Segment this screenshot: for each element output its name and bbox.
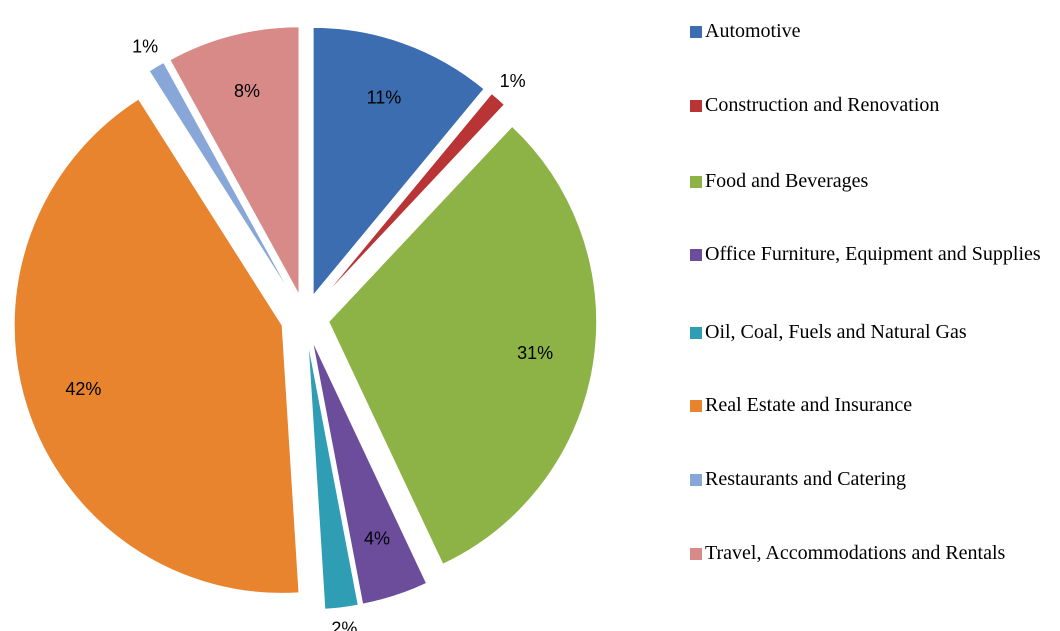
legend-swatch	[690, 100, 702, 112]
chart: 11% 1% 31% 4% 2% 42% 1% 8%	[13, 26, 598, 631]
legend-item: Automotive	[690, 16, 1056, 47]
legend-item: Oil, Coal, Fuels and Natural Gas	[690, 317, 1056, 348]
pie-slice	[307, 341, 359, 610]
legend-swatch	[690, 327, 702, 339]
legend-label: Restaurants and Catering	[705, 468, 907, 490]
legend-label: Automotive	[705, 20, 801, 42]
data-label: 8%	[234, 81, 260, 101]
legend-label: Oil, Coal, Fuels and Natural Gas	[705, 321, 967, 343]
legend-item: Real Estate and Insurance	[690, 390, 1056, 421]
legend-label: Office Furniture, Equipment and Supplies	[705, 243, 1041, 265]
legend-label: Real Estate and Insurance	[705, 394, 913, 416]
legend-item: Travel, Accommodations and Rentals	[690, 538, 1056, 569]
pie-slice	[312, 26, 485, 297]
pie-slice	[169, 26, 300, 295]
legend-item: Restaurants and Catering	[690, 464, 1056, 495]
legend-item: Food and Beverages	[690, 166, 1056, 197]
legend-item: Construction and Renovation	[690, 90, 1056, 121]
legend-swatch	[690, 176, 702, 188]
legend-label: Food and Beverages	[705, 170, 869, 192]
data-label: 4%	[364, 528, 390, 548]
data-label: 11%	[367, 87, 402, 107]
data-label: 2%	[331, 618, 357, 631]
pie-slice	[13, 98, 300, 594]
data-label: 1%	[500, 71, 526, 91]
legend-label: Travel, Accommodations and Rentals	[705, 542, 1006, 564]
data-label: 31%	[517, 343, 553, 363]
legend-swatch	[690, 249, 702, 261]
pie-slice	[328, 125, 598, 565]
legend-swatch	[690, 26, 702, 38]
legend-swatch	[690, 400, 702, 412]
pie-slice	[148, 61, 294, 298]
legend-swatch	[690, 548, 702, 560]
legend-item: Office Furniture, Equipment and Supplies	[690, 239, 1056, 270]
legend-label: Construction and Renovation	[705, 94, 940, 116]
data-label: 1%	[132, 36, 158, 56]
pie-slice	[320, 92, 506, 301]
data-label: 42%	[65, 379, 101, 399]
pie-slice	[311, 340, 428, 605]
legend-swatch	[690, 474, 702, 486]
